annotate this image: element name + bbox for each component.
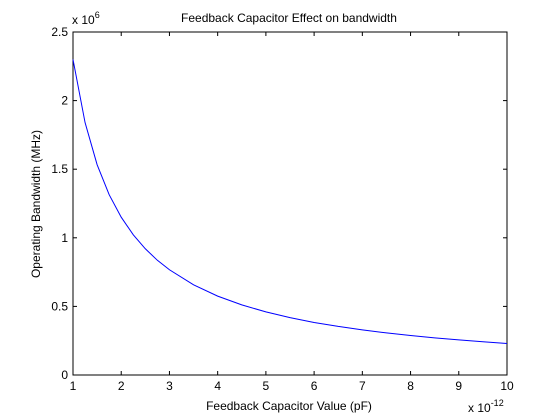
x-tick-label: 5 xyxy=(263,379,270,393)
y-tick-label: 2.5 xyxy=(51,25,68,39)
y-axis-label: Operating Bandwidth (MHz) xyxy=(29,130,43,278)
chart-title: Feedback Capacitor Effect on bandwidth xyxy=(181,11,397,25)
x-exponent-power: -12 xyxy=(491,398,504,408)
x-tick-label: 4 xyxy=(214,379,221,393)
series-line xyxy=(72,59,508,344)
plot-frame xyxy=(72,31,508,376)
x-tick-label: 1 xyxy=(70,379,77,393)
x-tick-label: 9 xyxy=(455,379,462,393)
y-tick-label: 1 xyxy=(61,231,68,245)
x-tick-label: 8 xyxy=(407,379,414,393)
x-exponent-label: x 10-12 xyxy=(468,398,504,415)
y-exponent-power: 6 xyxy=(95,10,100,20)
x-tick-label: 3 xyxy=(166,379,173,393)
y-exponent-label: x 106 xyxy=(72,10,100,27)
x-tick-label: 7 xyxy=(359,379,366,393)
x-exponent-prefix: x 10 xyxy=(468,401,491,415)
axes-layer: 1 2 3 4 5 6 7 8 9 10 0 0.5 1 1.5 2 2.5 xyxy=(51,25,514,393)
y-tick-label: 0 xyxy=(61,368,68,382)
x-tick-label: 6 xyxy=(311,379,318,393)
y-tick-label: 0.5 xyxy=(51,299,68,313)
y-tick-label: 1.5 xyxy=(51,162,68,176)
y-tick-label: 2 xyxy=(61,94,68,108)
x-axis-label: Feedback Capacitor Value (pF) xyxy=(206,399,372,413)
x-tick-label: 2 xyxy=(118,379,125,393)
plot-layer xyxy=(72,59,508,344)
y-exponent-prefix: x 10 xyxy=(72,13,95,27)
x-tick-label: 10 xyxy=(500,379,514,393)
